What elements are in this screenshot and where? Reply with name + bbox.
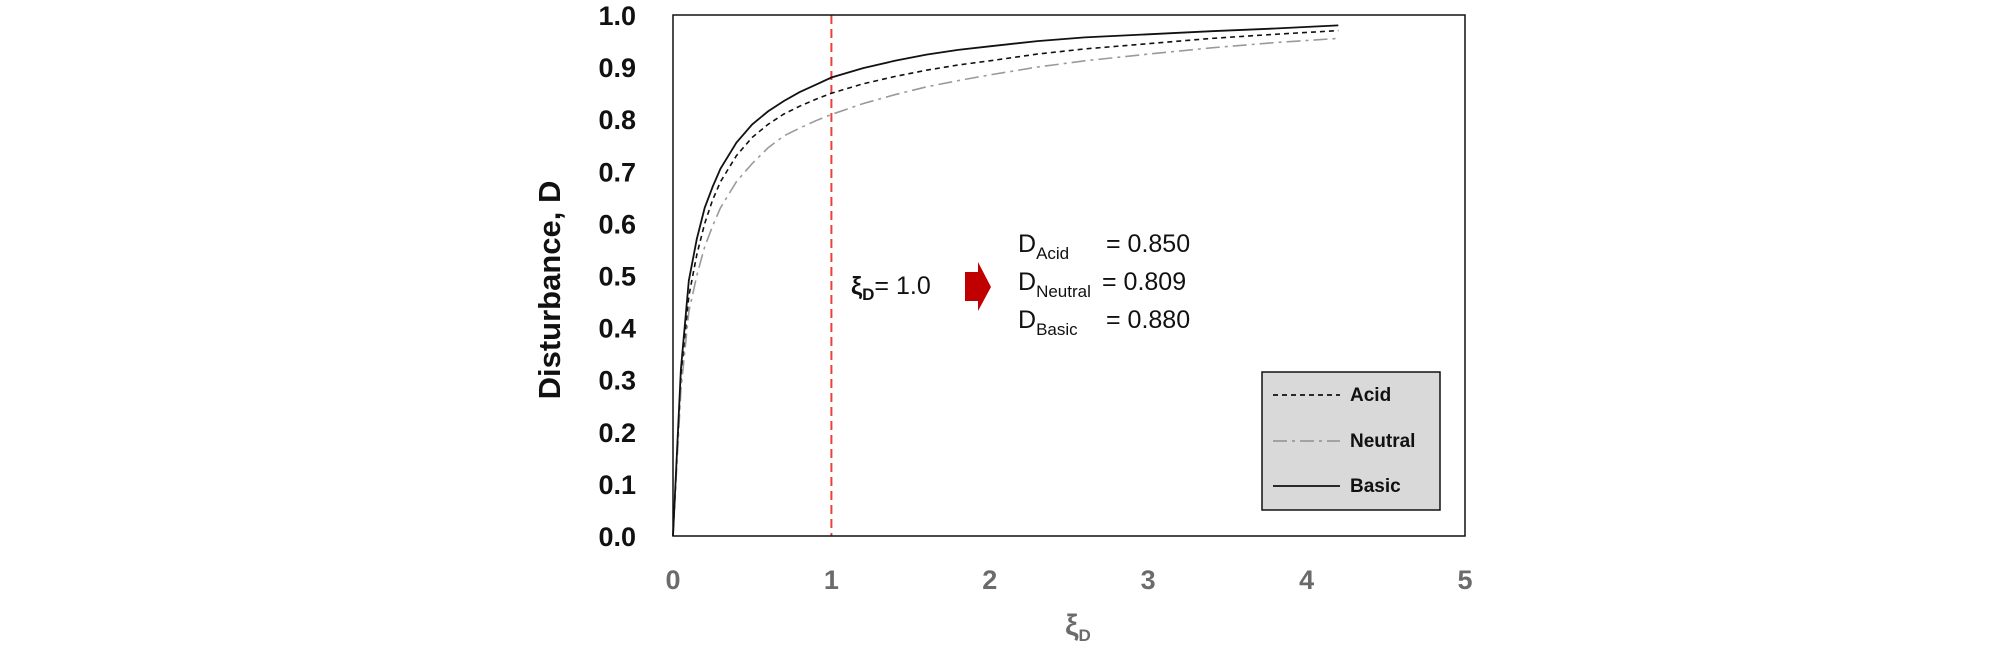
x-tick-label: 5	[1457, 565, 1472, 595]
y-axis-label: Disturbance, D	[532, 181, 567, 400]
annotation-row-acid: DAcid = 0.850	[1018, 230, 1190, 263]
y-tick-label: 0.6	[598, 209, 636, 239]
annotation-row-basic: DBasic = 0.880	[1018, 306, 1190, 339]
annotation-xi-sub: D	[862, 285, 874, 304]
y-tick-label: 0.1	[598, 470, 636, 500]
legend: Acid Neutral Basic	[1261, 371, 1441, 511]
x-tick-label: 1	[824, 565, 839, 595]
series-group	[672, 24, 1339, 537]
y-tick-label: 0.7	[598, 157, 636, 187]
series-line-basic	[672, 24, 1339, 537]
x-tick-label: 4	[1299, 565, 1314, 595]
annotation-xi-value: = 1.0	[874, 272, 930, 300]
series-line-neutral	[672, 37, 1339, 537]
y-tick-label: 0.2	[598, 418, 636, 448]
y-tick-label: 0.0	[598, 522, 636, 552]
y-tick-label: 0.5	[598, 262, 636, 292]
x-tick-label: 3	[1141, 565, 1156, 595]
y-tick-label: 0.8	[598, 105, 636, 135]
series-line-acid	[672, 29, 1339, 537]
annotation-row-neutral: DNeutral = 0.809	[1018, 268, 1186, 301]
x-tick-label: 0	[665, 565, 680, 595]
legend-label-basic: Basic	[1350, 476, 1401, 497]
x-axis-label-sub: D	[1079, 626, 1091, 645]
plot-frame	[672, 14, 1466, 537]
legend-label-neutral: Neutral	[1350, 431, 1415, 452]
x-tick-labels: 0 1 2 3 4 5	[665, 565, 1472, 595]
annotation-xi-main: ξ	[851, 272, 863, 300]
y-tick-label: 0.3	[598, 366, 636, 396]
legend-label-acid: Acid	[1350, 385, 1391, 406]
y-tick-label: 0.9	[598, 53, 636, 83]
x-tick-label: 2	[982, 565, 997, 595]
y-tick-label: 1.0	[598, 1, 636, 31]
annotation: ξD= 1.0 DAcid = 0.850 DNeutral = 0.809 DBa…	[851, 230, 1190, 339]
y-tick-label: 0.4	[598, 314, 636, 344]
x-axis-label: ξD	[1065, 609, 1091, 645]
arrow-icon	[965, 262, 991, 311]
annotation-xi: ξD= 1.0	[851, 272, 931, 304]
y-tick-labels: 0.0 0.1 0.2 0.3 0.4 0.5 0.6 0.7 0.8 0.9 1.0	[598, 1, 636, 552]
x-axis-label-main: ξ	[1065, 609, 1079, 642]
